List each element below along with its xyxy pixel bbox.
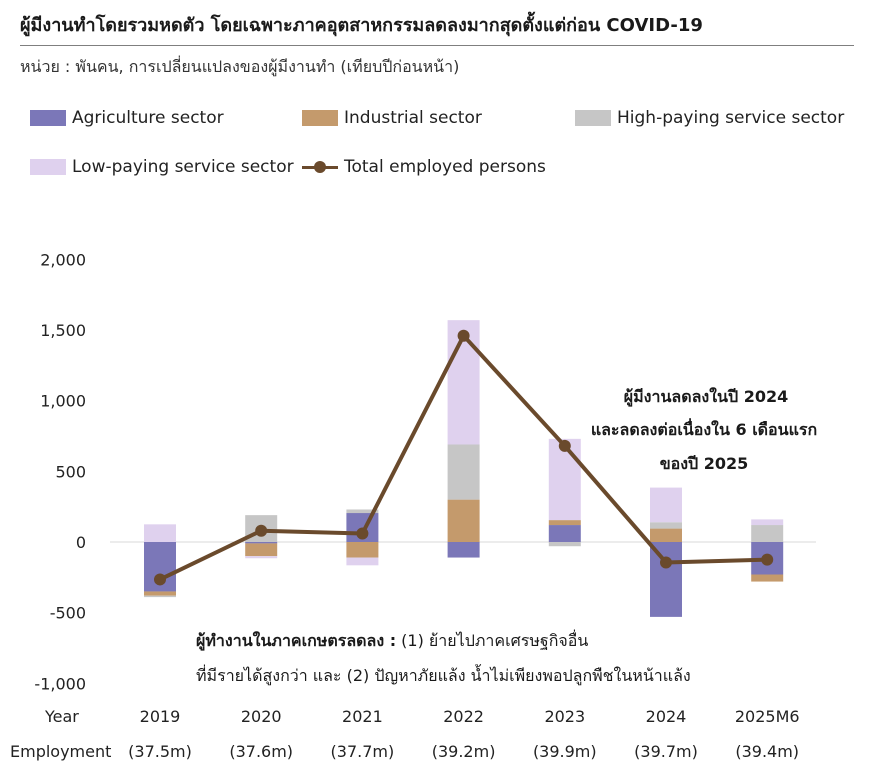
legend-high-service: High-paying service sector — [575, 108, 844, 128]
bar-segment-high-service — [144, 595, 176, 598]
bar-segment-low-service — [548, 438, 581, 521]
annotation-bottom-line1: ผู้ทำงานในภาคเกษตรลดลง : (1) ย้ายไปภาคเศ… — [196, 629, 588, 652]
employment-label: (37.5m) — [128, 742, 192, 761]
y-tick-label: 1,000 — [40, 392, 86, 411]
y-tick-label: 500 — [55, 462, 86, 481]
annotation-bottom-rest: (1) ย้ายไปภาคเศรษฐกิจอื่น — [396, 629, 588, 650]
bar-segment-agriculture — [245, 542, 278, 544]
bar-segment-high-service — [751, 525, 784, 542]
bar-segment-industrial — [447, 499, 480, 542]
total-employed-point — [761, 553, 774, 566]
x-tick-label: 2020 — [241, 707, 282, 726]
employment-label: (39.4m) — [735, 742, 799, 761]
bar-segment-industrial — [650, 528, 682, 542]
bar-segment-industrial — [346, 542, 379, 558]
annotation-right-line: ผู้มีงานลดลงในปี 2024 — [624, 387, 788, 408]
annotation-bottom-line2: ที่มีรายได้สูงกว่า และ (2) ปัญหาภัยแล้ง … — [196, 664, 691, 686]
title-divider — [20, 45, 854, 46]
x-tick-label: 2025M6 — [735, 707, 800, 726]
row-label-year: Year — [44, 707, 79, 726]
x-tick-label: 2022 — [443, 707, 484, 726]
legend-swatch-agriculture — [30, 110, 66, 126]
total-employed-point — [255, 524, 268, 537]
x-tick-label: 2021 — [342, 707, 383, 726]
total-employed-point — [356, 527, 369, 540]
employment-label: (37.6m) — [229, 742, 293, 761]
bar-segment-agriculture — [447, 542, 480, 558]
legend-total: Total employed persons — [302, 157, 546, 177]
total-employed-point — [660, 556, 672, 569]
bar-segment-low-service — [650, 487, 682, 523]
bar-segment-high-service — [346, 509, 379, 514]
bar-segment-agriculture — [548, 525, 581, 542]
bar-segment-low-service — [751, 519, 784, 526]
employment-label: (39.2m) — [432, 742, 496, 761]
employment-label: (39.7m) — [634, 742, 698, 761]
bar-segment-high-service — [548, 542, 581, 547]
employment-label: (39.9m) — [533, 742, 597, 761]
total-employed-point — [154, 573, 166, 586]
bar-segment-low-service — [245, 556, 278, 559]
legend-swatch-industrial — [302, 110, 338, 126]
legend-industrial: Industrial sector — [302, 108, 482, 128]
x-tick-label: 2023 — [544, 707, 585, 726]
bar-segment-low-service — [346, 557, 379, 566]
y-tick-label: 0 — [76, 533, 86, 552]
employment-label: (37.7m) — [331, 742, 395, 761]
total-employed-point — [457, 329, 470, 342]
bar-segment-industrial — [245, 543, 278, 557]
legend-swatch-high-service — [575, 110, 611, 126]
legend-label-total: Total employed persons — [344, 157, 546, 177]
legend-swatch-low-service — [30, 159, 66, 175]
row-label-employment: Employment — [10, 742, 111, 761]
chart-subtitle: หน่วย : พันคน, การเปลี่ยนแปลงของผู้มีงาน… — [20, 57, 460, 76]
x-tick-label: 2019 — [140, 707, 181, 726]
bar-segment-industrial — [144, 591, 176, 596]
total-employed-point — [558, 439, 571, 452]
legend-label-agriculture: Agriculture sector — [72, 108, 224, 128]
legend-agriculture: Agriculture sector — [30, 108, 224, 128]
annotation-bottom-bold: ผู้ทำงานในภาคเกษตรลดลง : — [196, 631, 396, 652]
legend-swatch-total — [302, 159, 338, 175]
legend-label-high-service: High-paying service sector — [617, 108, 845, 128]
annotation-right-line: และลดลงต่อเนื่องใน 6 เดือนแรก — [591, 418, 817, 439]
y-tick-label: -500 — [50, 604, 86, 623]
y-tick-label: 1,500 — [40, 321, 86, 340]
legend-label-low-service: Low-paying service sector — [72, 157, 294, 177]
bar-segment-high-service — [447, 444, 480, 500]
x-tick-label: 2024 — [646, 707, 687, 726]
bar-segment-agriculture — [650, 542, 682, 617]
bar-segment-industrial — [751, 574, 784, 582]
legend-low-service: Low-paying service sector — [30, 157, 294, 177]
y-tick-label: 2,000 — [40, 250, 86, 269]
legend-label-industrial: Industrial sector — [344, 108, 482, 128]
bar-segment-low-service — [144, 524, 176, 542]
bar-segment-high-service — [650, 522, 682, 529]
bar-segment-industrial — [548, 520, 581, 526]
chart-title: ผู้มีงานทำโดยรวมหดตัว โดยเฉพาะภาคอุตสาหก… — [20, 15, 703, 36]
y-tick-label: -1,000 — [34, 674, 86, 693]
annotation-right-line: ของปี 2025 — [660, 454, 749, 473]
